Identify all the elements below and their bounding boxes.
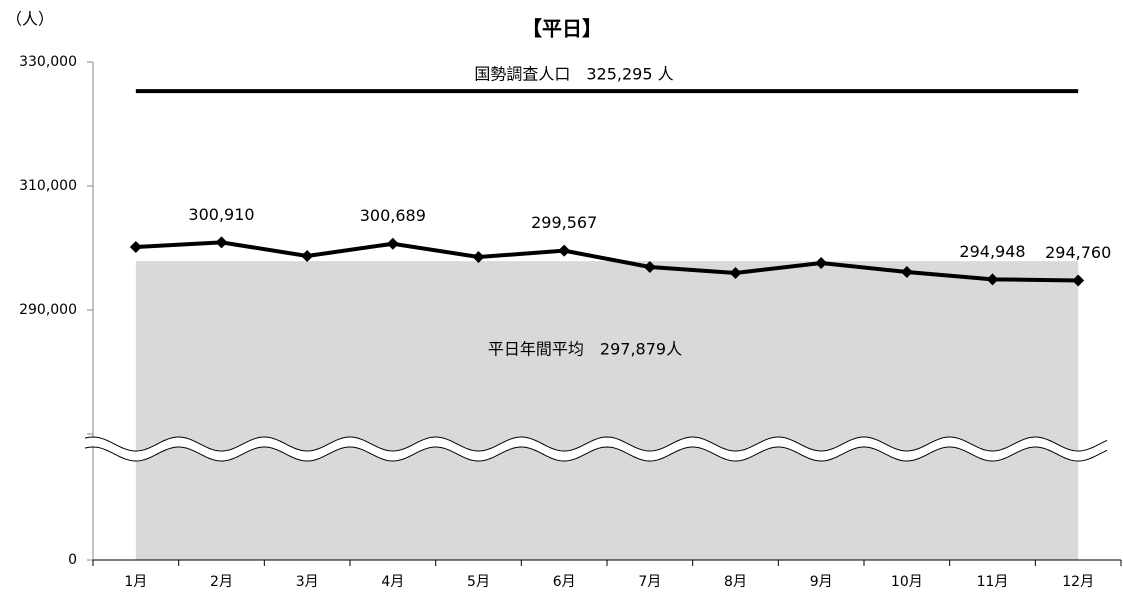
x-tick-label: 3月 (296, 574, 319, 590)
x-tick-label: 7月 (638, 574, 661, 590)
data-point (900, 265, 913, 278)
data-point (1072, 274, 1085, 287)
chart-title: 【平日】 (522, 17, 602, 41)
data-label: 294,948 (959, 242, 1025, 261)
data-point (129, 241, 142, 254)
average-area (135, 261, 1079, 560)
x-tick-label: 8月 (724, 574, 747, 590)
data-label: 294,760 (1045, 243, 1111, 262)
y-tick-label: 310,000 (19, 178, 77, 194)
x-tick-label: 10月 (891, 574, 923, 590)
axis-break-edge (84, 436, 1108, 452)
data-label: 300,689 (360, 206, 426, 225)
average-label: 平日年間平均 297,879人 (488, 340, 682, 359)
y-tick-label: 290,000 (19, 302, 77, 318)
y-tick-label: 0 (68, 552, 77, 568)
data-line (135, 240, 1079, 283)
x-tick-label: 4月 (381, 574, 404, 590)
reference-label: 国勢調査人口 325,295 人 (474, 65, 673, 84)
y-unit-label: （人） (6, 10, 54, 29)
data-point (386, 237, 399, 250)
y-tick-label: 330,000 (19, 54, 77, 70)
x-tick-label: 2月 (210, 574, 233, 590)
x-tick-label: 9月 (810, 574, 833, 590)
data-point (729, 266, 742, 279)
data-point (215, 236, 228, 249)
x-tick-label: 5月 (467, 574, 490, 590)
data-label: 300,910 (188, 205, 254, 224)
x-tick-label: 12月 (1062, 574, 1094, 590)
data-label: 299,567 (531, 213, 597, 232)
x-tick-label: 1月 (124, 574, 147, 590)
data-point (472, 250, 485, 263)
data-point (986, 273, 999, 286)
x-tick-label: 11月 (977, 574, 1009, 590)
axis-break-edge (84, 446, 1108, 462)
data-point (301, 249, 314, 262)
x-tick-label: 6月 (553, 574, 576, 590)
data-point (815, 257, 828, 270)
data-point (643, 260, 656, 273)
data-point (558, 244, 571, 257)
